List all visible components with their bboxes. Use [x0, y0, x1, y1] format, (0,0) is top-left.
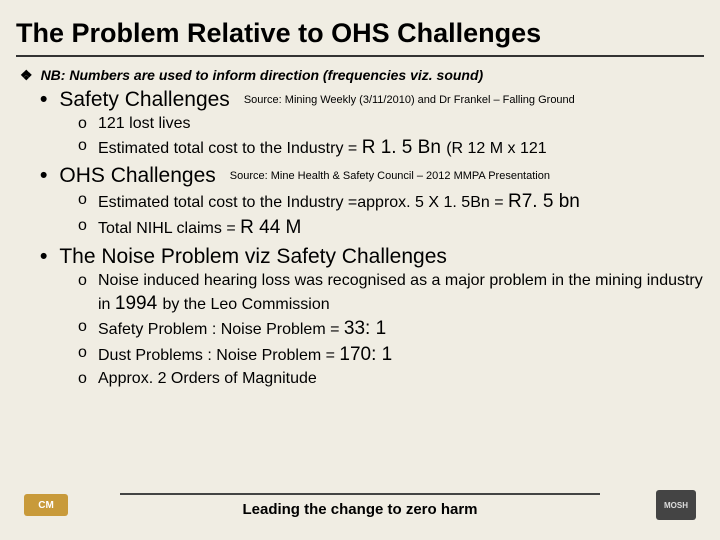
nb-note: ❖ NB: Numbers are used to inform directi…	[16, 67, 704, 84]
section-heading: • The Noise Problem viz Safety Challenges	[16, 245, 704, 269]
text-emphasis: R7. 5 bn	[508, 191, 580, 212]
footer: Leading the change to zero harm	[0, 493, 720, 518]
nb-text: NB: Numbers are used to inform direction…	[41, 67, 484, 83]
section-heading: • Safety Challenges Source: Mining Weekly …	[16, 88, 704, 112]
text-emphasis: R 44 M	[240, 217, 301, 238]
bullet-icon: •	[40, 164, 47, 188]
footer-text: Leading the change to zero harm	[0, 501, 720, 518]
section-heading: • OHS Challenges Source: Mine Health & Saf…	[16, 164, 704, 188]
list-item-text: Approx. 2 Orders of Magnitude	[98, 369, 704, 390]
diamond-icon: ❖	[20, 67, 33, 84]
sub-bullet-icon: o	[78, 136, 98, 161]
list-item: oEstimated total cost to the Industry = …	[78, 136, 704, 161]
list-item: oEstimated total cost to the Industry =a…	[78, 190, 704, 215]
text-emphasis: R 1. 5 Bn	[362, 137, 447, 158]
section-heading-text: OHS Challenges	[59, 164, 215, 188]
list-item-text: Total NIHL claims = R 44 M	[98, 216, 704, 241]
sub-list: oNoise induced hearing loss was recognis…	[16, 271, 704, 390]
text-pre: Estimated total cost to the Industry =ap…	[98, 194, 508, 211]
text-pre: Safety Problem : Noise Problem =	[98, 321, 344, 338]
sub-bullet-icon: o	[78, 317, 98, 342]
sub-bullet-icon: o	[78, 369, 98, 390]
text-post: by the Leo Commission	[162, 296, 329, 313]
text-emphasis: 1994	[115, 293, 163, 314]
text-emphasis: 33: 1	[344, 318, 386, 339]
content-body: • Safety Challenges Source: Mining Weekly …	[16, 88, 704, 390]
list-item-text: Noise induced hearing loss was recognise…	[98, 271, 704, 316]
list-item: oSafety Problem : Noise Problem = 33: 1	[78, 317, 704, 342]
list-item: oNoise induced hearing loss was recognis…	[78, 271, 704, 316]
section-heading-text: Safety Challenges	[59, 88, 229, 112]
logo-mosh: MOSH	[656, 490, 696, 520]
source-text: Source: Mining Weekly (3/11/2010) and Dr…	[244, 94, 575, 106]
list-item-text: Dust Problems : Noise Problem = 170: 1	[98, 343, 704, 368]
sub-list: oEstimated total cost to the Industry =a…	[16, 190, 704, 240]
sub-bullet-icon: o	[78, 216, 98, 241]
page-title: The Problem Relative to OHS Challenges	[16, 18, 704, 57]
slide: The Problem Relative to OHS Challenges ❖…	[0, 0, 720, 540]
logo-cm: CM	[24, 494, 68, 516]
list-item-text: Safety Problem : Noise Problem = 33: 1	[98, 317, 704, 342]
footer-divider	[120, 493, 600, 495]
sub-bullet-icon: o	[78, 114, 98, 135]
list-item: oApprox. 2 Orders of Magnitude	[78, 369, 704, 390]
sub-bullet-icon: o	[78, 343, 98, 368]
list-item: oDust Problems : Noise Problem = 170: 1	[78, 343, 704, 368]
text-emphasis: 170: 1	[339, 344, 392, 365]
text-pre: Total NIHL claims =	[98, 220, 240, 237]
section-heading-text: The Noise Problem viz Safety Challenges	[59, 245, 447, 269]
sub-bullet-icon: o	[78, 271, 98, 316]
sub-list: o121 lost livesoEstimated total cost to …	[16, 114, 704, 160]
list-item: oTotal NIHL claims = R 44 M	[78, 216, 704, 241]
text-pre: Dust Problems : Noise Problem =	[98, 347, 339, 364]
source-text: Source: Mine Health & Safety Council – 2…	[230, 170, 550, 182]
list-item: o121 lost lives	[78, 114, 704, 135]
text-pre: Estimated total cost to the Industry =	[98, 140, 362, 157]
list-item-text: 121 lost lives	[98, 114, 704, 135]
bullet-icon: •	[40, 88, 47, 112]
list-item-text: Estimated total cost to the Industry =ap…	[98, 190, 704, 215]
bullet-icon: •	[40, 245, 47, 269]
sub-bullet-icon: o	[78, 190, 98, 215]
list-item-text: Estimated total cost to the Industry = R…	[98, 136, 704, 161]
text-post: (R 12 M x 121	[446, 140, 546, 157]
